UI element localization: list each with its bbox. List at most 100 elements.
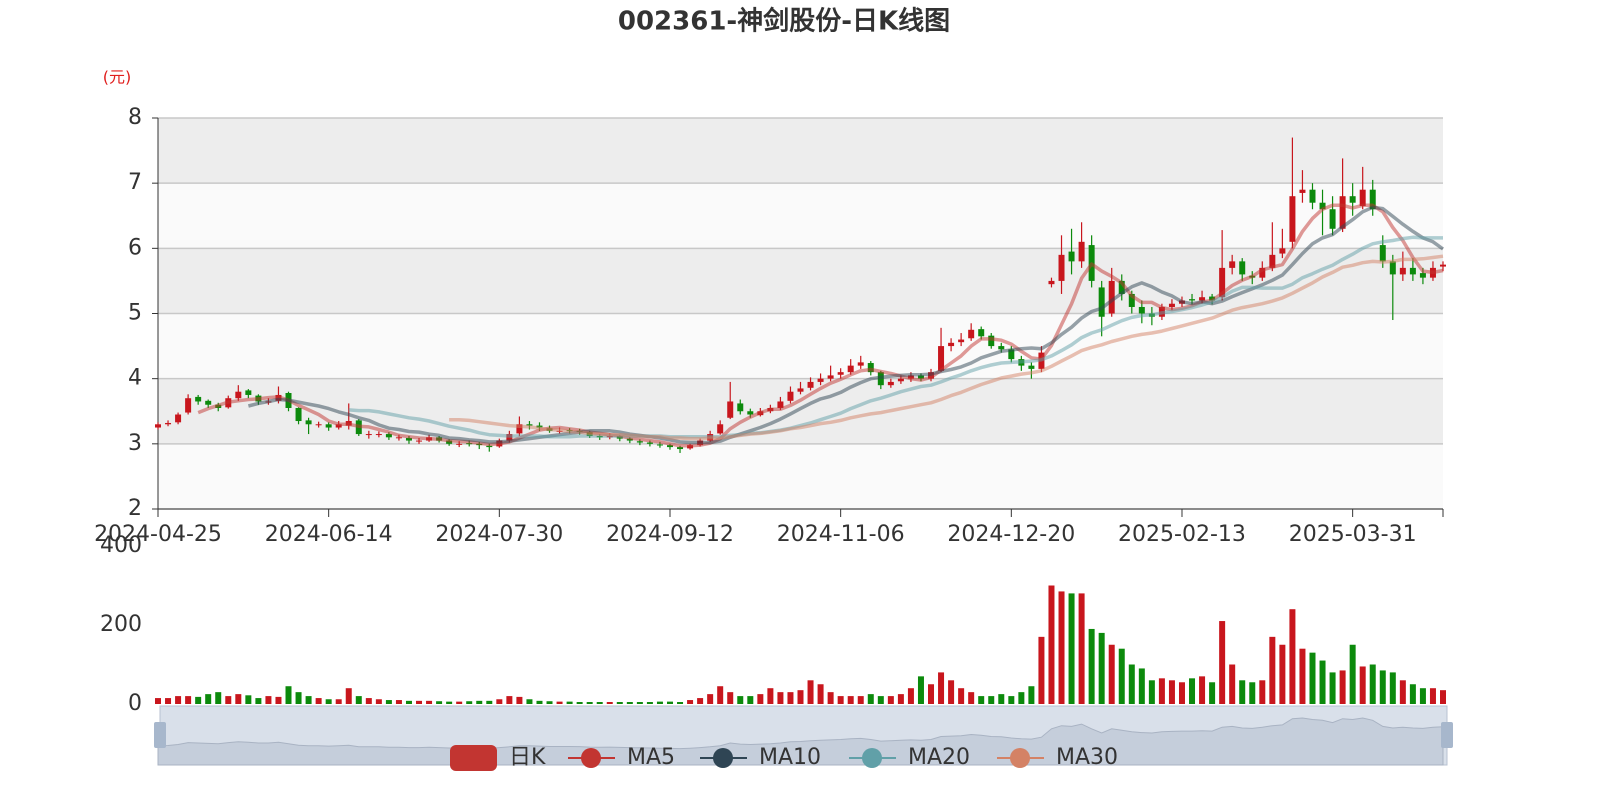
volume-bar [506,696,513,704]
candle-body [867,363,874,373]
legend-label[interactable]: MA20 [908,745,970,770]
candle-body [1189,299,1196,301]
candle-body [847,365,854,373]
candle-body [636,441,643,443]
volume-bar [305,696,312,704]
volume-bar [215,692,222,704]
volume-bar [807,680,814,704]
legend-label[interactable]: 日K [509,745,546,770]
volume-bar [375,699,382,704]
candle-body [978,329,985,337]
volume-bar [295,692,302,704]
ma-line [247,205,1445,445]
y-tick-label: 2 [128,496,142,521]
legend-label[interactable]: MA10 [759,745,821,770]
candle-body [295,407,302,422]
volume-bar [1379,670,1386,704]
volume-bar [1249,682,1256,704]
candle-body [1299,189,1306,193]
candle-body [1028,365,1035,369]
volume-bar [446,701,453,704]
volume-bar [1219,621,1226,704]
volume-bar [385,700,392,704]
candle-body [235,391,242,399]
volume-bar [1068,593,1075,704]
x-tick-label: 2024-12-20 [947,522,1075,547]
volume-bar [195,696,202,704]
volume-bar [707,694,714,704]
candle-body [1309,189,1316,203]
volume-bar [1440,690,1446,704]
legend-icon [862,748,882,768]
legend-icon [450,745,497,771]
volume-bar [847,696,854,704]
volume-bar [476,700,483,704]
candle-body [777,401,784,408]
volume-bar [837,696,844,704]
volume-bar [1229,664,1236,704]
volume-bar [1389,672,1396,704]
candle-body [1098,287,1105,317]
candle-body [395,437,402,439]
candle-body [968,329,975,339]
x-tick-label: 2024-04-25 [94,522,222,547]
legend-label[interactable]: MA30 [1056,745,1118,770]
candle-body [416,440,423,442]
volume-bar [917,676,924,704]
candle-body [1339,196,1346,229]
candle-body [1128,293,1135,307]
volume-bar [907,688,914,704]
candle-body [646,442,653,444]
candle-body [516,424,523,434]
volume-bar [717,686,724,704]
volume-bar [586,702,593,704]
legend-label[interactable]: MA5 [627,745,675,770]
legend-icon [581,748,601,768]
x-tick-label: 2024-09-12 [606,522,734,547]
volume-bar [325,699,332,704]
candle-body [1279,248,1286,254]
volume-bar [1018,692,1025,704]
volume-bar [1008,696,1015,704]
candle-body [1419,273,1426,278]
volume-bar [1038,636,1045,704]
y-tick-label: 400 [100,533,142,558]
candle-body [1289,196,1296,242]
zoom-handle[interactable] [154,722,166,748]
volume-bar [877,696,884,704]
x-tick-label: 2024-11-06 [777,522,905,547]
zoom-handle[interactable] [1441,722,1453,748]
volume-bar [1058,591,1065,704]
volume-bar [245,695,252,704]
candle-body [1349,196,1356,203]
split-area [158,248,1443,314]
volume-bar [1399,680,1406,704]
volume-bar [978,696,985,704]
volume-bar [757,694,764,704]
x-tick-label: 2024-07-30 [435,522,563,547]
candle-body [165,422,172,425]
volume-bar [677,702,684,704]
volume-bar [687,700,694,704]
volume-bar [1359,666,1366,704]
volume-bar [1158,678,1165,704]
y-tick-label: 200 [100,612,142,637]
volume-bar [646,702,653,704]
volume-bar [867,694,874,704]
split-area [158,118,1443,184]
y-tick-label: 0 [128,691,142,716]
volume-bar [1118,648,1125,704]
candle-body [305,420,312,425]
candle-body [456,443,463,445]
volume-bar [666,701,673,704]
y-tick-label: 4 [128,366,142,391]
volume-bar [566,701,573,704]
volume-bar [486,700,493,704]
volume-bar [426,700,433,704]
candle-body [1118,280,1125,294]
candle-body [1329,209,1336,229]
candle-body [1058,254,1065,281]
volume-bar [968,692,975,704]
volume-bar [1199,676,1206,704]
volume-bar [656,701,663,704]
